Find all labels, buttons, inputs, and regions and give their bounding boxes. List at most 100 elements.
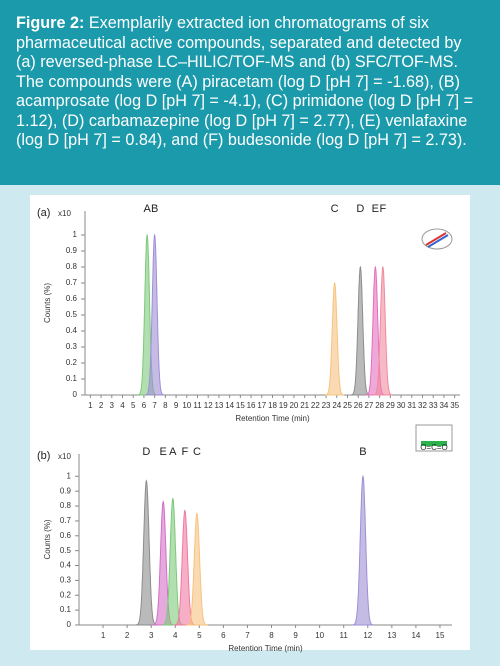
x-tick-label: 2 <box>99 401 104 410</box>
x-tick-label: 26 <box>354 401 363 410</box>
x-tick-label: 18 <box>268 401 277 410</box>
peak-label: D <box>142 446 150 458</box>
x-tick-label: 14 <box>411 631 420 640</box>
y-tick-label: 0.2 <box>60 590 72 599</box>
icon-text: O=C=O <box>420 443 448 452</box>
figure: (a) x10 Counts (%) Retention Time (min) 0 0.1… <box>30 195 470 653</box>
x-tick-label: 11 <box>193 401 202 410</box>
peak-label: B <box>151 203 158 215</box>
x-tick-label: 9 <box>293 631 298 640</box>
peak-label: C <box>193 446 201 458</box>
x-tick-label: 15 <box>236 401 245 410</box>
x-tick-label: 5 <box>131 401 136 410</box>
x-tick-label: 14 <box>225 401 234 410</box>
y-tick-label: 0 <box>67 620 72 629</box>
y-tick-label: 0.5 <box>66 310 78 319</box>
x-tick-label: 1 <box>88 401 93 410</box>
legend-icon-b <box>415 424 453 452</box>
x-tick-label: 10 <box>182 401 191 410</box>
x-tick-label: 8 <box>163 401 168 410</box>
x-tick-label: 25 <box>343 401 352 410</box>
y-tick-label: 0.6 <box>60 531 72 540</box>
x-tick-label: 6 <box>221 631 226 640</box>
y-tick-label: 0.4 <box>60 561 72 570</box>
x-tick-label: 13 <box>214 401 223 410</box>
y-axis-label: Counts (%) <box>43 283 52 323</box>
x-tick-label: 12 <box>363 631 372 640</box>
x-tick-label: 30 <box>397 401 406 410</box>
y-tick-label: 0.9 <box>66 246 78 255</box>
x-tick-label: 7 <box>245 631 250 640</box>
y-tick-label: 0.3 <box>66 342 78 351</box>
x-tick-label: 12 <box>204 401 213 410</box>
y-tick-label: 0.2 <box>66 358 78 367</box>
peak <box>135 479 158 626</box>
x-tick-label: 2 <box>125 631 130 640</box>
x-tick-label: 3 <box>110 401 115 410</box>
y-tick-label: 0.1 <box>66 374 78 383</box>
peak-label: D <box>356 203 364 215</box>
y-tick-label: 0.6 <box>66 294 78 303</box>
peak-label: C <box>331 203 339 215</box>
y-tick-label: 0.5 <box>60 546 72 555</box>
x-tick-label: 8 <box>269 631 274 640</box>
x-tick-label: 10 <box>315 631 324 640</box>
y-tick-label: 0.7 <box>60 516 72 525</box>
x-tick-label: 32 <box>418 401 427 410</box>
x-tick-label: 27 <box>364 401 373 410</box>
x-axis-label: Retention Time (min) <box>228 644 303 653</box>
x-tick-label: 22 <box>311 401 320 410</box>
peak <box>186 512 208 626</box>
x-tick-label: 23 <box>322 401 331 410</box>
peak <box>373 265 393 396</box>
y-tick-label: 0 <box>73 390 78 399</box>
x-tick-label: 9 <box>174 401 179 410</box>
peak-label: F <box>182 446 189 458</box>
peak-label: A <box>169 446 177 458</box>
y-multiplier: x10 <box>58 452 71 461</box>
x-tick-label: 1 <box>101 631 106 640</box>
peak-label: E <box>372 203 379 215</box>
y-multiplier: x10 <box>58 209 71 218</box>
x-tick-label: 6 <box>142 401 147 410</box>
y-tick-label: 1 <box>73 230 78 239</box>
x-tick-label: 7 <box>152 401 157 410</box>
x-tick-label: 4 <box>173 631 178 640</box>
x-tick-label: 13 <box>387 631 396 640</box>
y-tick-label: 0.9 <box>60 486 72 495</box>
y-tick-label: 0.7 <box>66 278 78 287</box>
x-tick-label: 15 <box>436 631 445 640</box>
x-tick-label: 16 <box>247 401 256 410</box>
panel-label: (b) <box>37 450 50 462</box>
y-tick-label: 1 <box>67 471 72 480</box>
x-axis-label: Retention Time (min) <box>235 414 310 423</box>
x-tick-label: 17 <box>257 401 266 410</box>
x-tick-label: 5 <box>197 631 202 640</box>
x-tick-label: 24 <box>332 401 341 410</box>
x-tick-label: 28 <box>375 401 384 410</box>
peak <box>324 281 345 396</box>
y-tick-label: 0.8 <box>66 262 78 271</box>
y-tick-label: 0.8 <box>60 501 72 510</box>
peak-label: B <box>359 446 366 458</box>
peak <box>352 474 374 626</box>
figure-panel <box>30 195 470 650</box>
caption: Figure 2: Exemplarily extracted ion chro… <box>0 0 500 185</box>
x-tick-label: 29 <box>386 401 395 410</box>
legend-icon-a <box>421 228 453 250</box>
panel-label: (a) <box>37 207 50 219</box>
y-tick-label: 0.3 <box>60 576 72 585</box>
x-tick-label: 19 <box>279 401 288 410</box>
x-tick-label: 11 <box>340 631 349 640</box>
y-tick-label: 0.4 <box>66 326 78 335</box>
peak <box>145 233 165 396</box>
x-tick-label: 21 <box>300 401 309 410</box>
x-tick-label: 31 <box>407 401 416 410</box>
x-tick-label: 33 <box>429 401 438 410</box>
peak <box>350 265 371 396</box>
x-tick-label: 35 <box>450 401 459 410</box>
x-tick-label: 4 <box>120 401 125 410</box>
caption-label: Figure 2: <box>16 14 85 32</box>
y-axis-label: Counts (%) <box>43 519 52 559</box>
